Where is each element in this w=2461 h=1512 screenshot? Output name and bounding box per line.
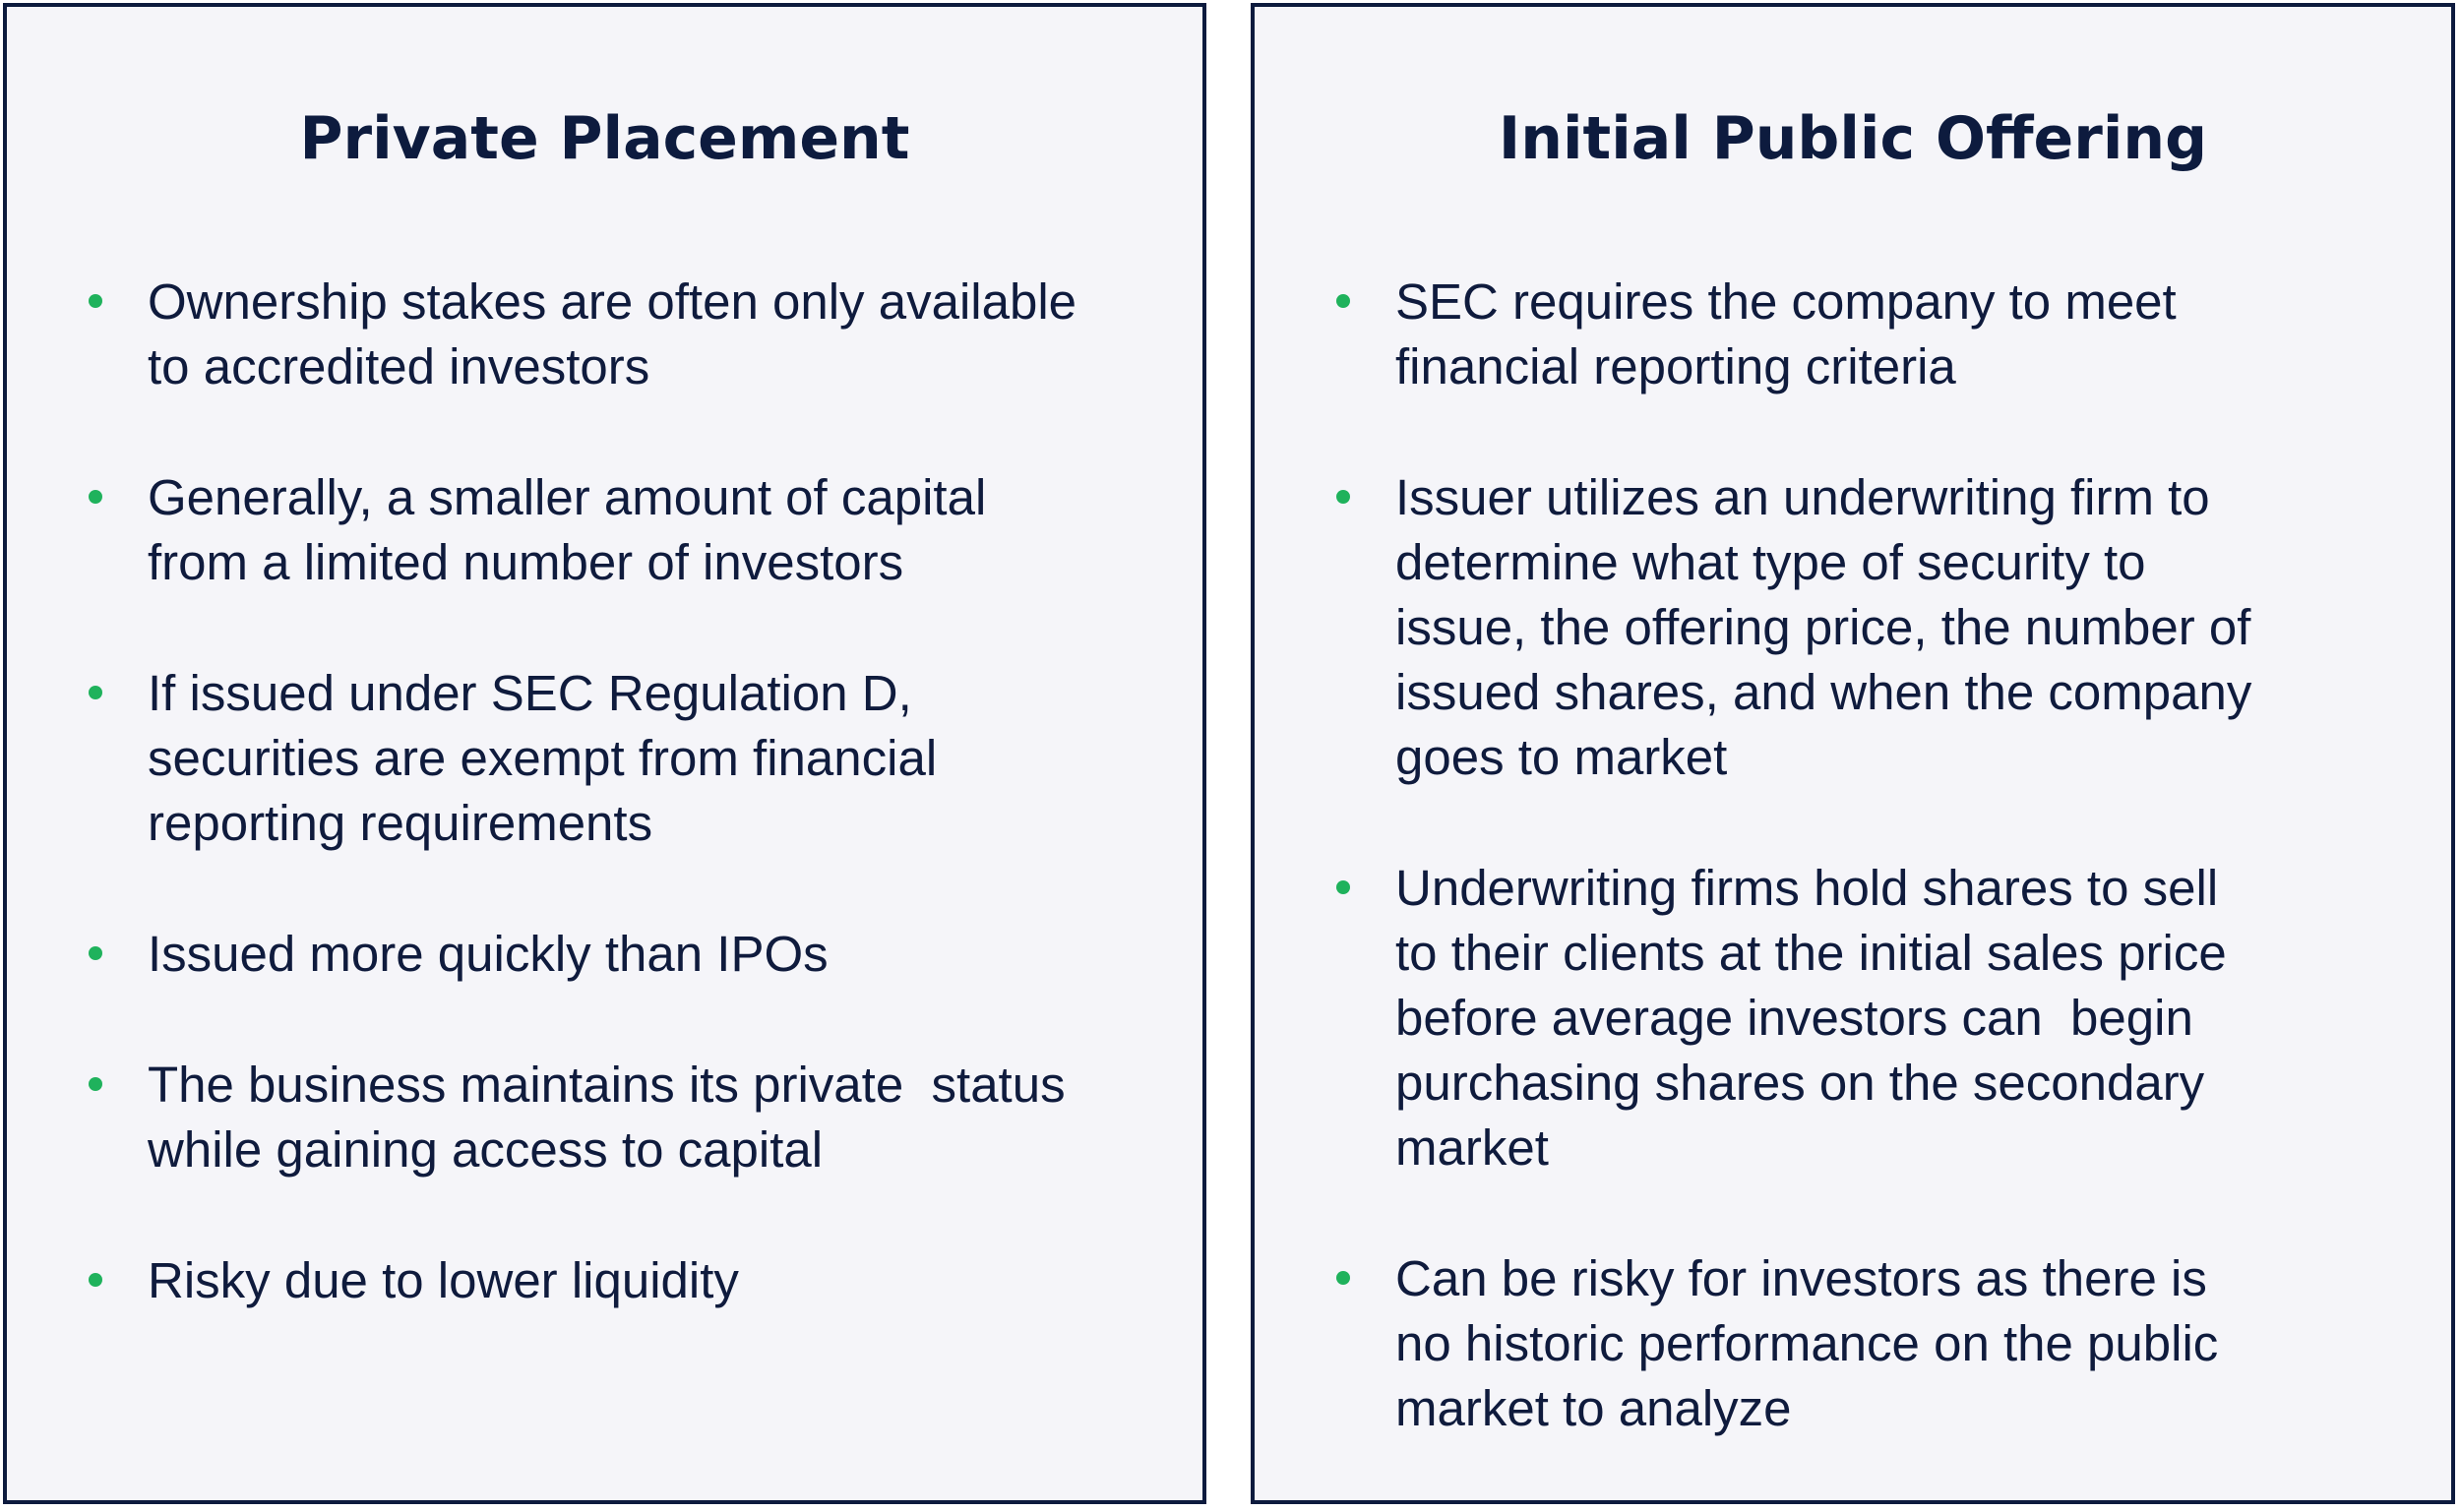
bullet-text: Issued more quickly than IPOs [148,926,829,982]
bullet-icon [89,686,102,699]
list-item: Can be risky for investors as there is n… [1255,1246,2451,1441]
bullet-icon [89,490,102,504]
list-item: If issued under SEC Regulation D, securi… [7,661,1202,856]
list-item: Issuer utilizes an underwriting firm to … [1255,465,2451,790]
list-item: SEC requires the company to meet financi… [1255,270,2451,399]
private-placement-panel: Private Placement Ownership stakes are o… [3,3,1206,1504]
bullet-text: Ownership stakes are often only availabl… [148,273,1077,394]
bullet-text: Risky due to lower liquidity [148,1252,739,1308]
bullet-icon [1336,490,1350,504]
bullet-icon [1336,1271,1350,1285]
bullet-icon [89,946,102,960]
bullet-text: The business maintains its private statu… [148,1057,1066,1178]
initial-public-offering-panel: Initial Public Offering SEC requires the… [1251,3,2455,1504]
bullet-icon [89,294,102,308]
bullet-icon [1336,294,1350,308]
list-item: Generally, a smaller amount of capital f… [7,465,1202,595]
bullet-text: Underwriting firms hold shares to sell t… [1395,860,2227,1176]
list-item: Underwriting firms hold shares to sell t… [1255,856,2451,1180]
bullet-text: Issuer utilizes an underwriting firm to … [1395,469,2252,785]
bullet-icon [1336,880,1350,894]
bullet-text: If issued under SEC Regulation D, securi… [148,665,938,851]
list-item: Issued more quickly than IPOs [7,922,1202,987]
bullet-text: Can be risky for investors as there is n… [1395,1250,2219,1436]
bullet-icon [89,1273,102,1287]
panel-title: Private Placement [299,104,910,173]
list-item: Ownership stakes are often only availabl… [7,270,1202,399]
bullet-text: SEC requires the company to meet financi… [1395,273,2177,394]
bullet-text: Generally, a smaller amount of capital f… [148,469,987,590]
bullet-icon [89,1077,102,1091]
list-item: The business maintains its private statu… [7,1053,1202,1182]
panel-title: Initial Public Offering [1498,104,2208,173]
bullet-list: Ownership stakes are often only availabl… [7,270,1202,1379]
bullet-list: SEC requires the company to meet financi… [1255,270,2451,1507]
list-item: Risky due to lower liquidity [7,1248,1202,1313]
